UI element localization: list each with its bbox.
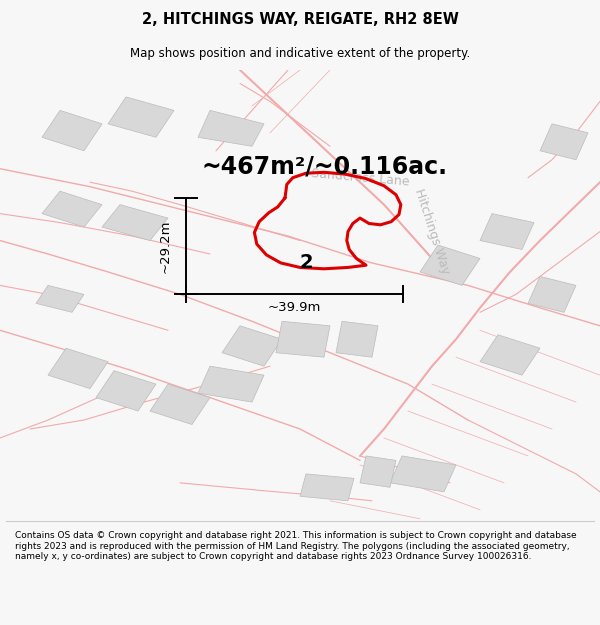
Text: ~29.2m: ~29.2m: [158, 219, 172, 273]
Polygon shape: [42, 111, 102, 151]
Polygon shape: [198, 111, 264, 146]
Text: Map shows position and indicative extent of the property.: Map shows position and indicative extent…: [130, 47, 470, 60]
Text: 2: 2: [299, 254, 313, 272]
Polygon shape: [420, 245, 480, 286]
Polygon shape: [390, 456, 456, 492]
Polygon shape: [360, 456, 396, 488]
Polygon shape: [480, 335, 540, 375]
Polygon shape: [300, 474, 354, 501]
Text: Sandcross Lane: Sandcross Lane: [310, 167, 410, 189]
Polygon shape: [36, 286, 84, 312]
Polygon shape: [150, 384, 210, 424]
Polygon shape: [222, 326, 282, 366]
Polygon shape: [48, 348, 108, 389]
Polygon shape: [42, 191, 102, 227]
Text: 2, HITCHINGS WAY, REIGATE, RH2 8EW: 2, HITCHINGS WAY, REIGATE, RH2 8EW: [142, 12, 458, 27]
Text: Hitchings Way: Hitchings Way: [412, 187, 452, 276]
Polygon shape: [276, 321, 330, 357]
Text: ~467m²/~0.116ac.: ~467m²/~0.116ac.: [201, 154, 447, 179]
Polygon shape: [540, 124, 588, 160]
Text: Contains OS data © Crown copyright and database right 2021. This information is : Contains OS data © Crown copyright and d…: [15, 531, 577, 561]
Polygon shape: [528, 276, 576, 312]
Polygon shape: [336, 321, 378, 357]
Polygon shape: [102, 204, 168, 241]
Text: ~39.9m: ~39.9m: [268, 301, 321, 314]
Polygon shape: [108, 97, 174, 138]
Polygon shape: [480, 214, 534, 249]
Polygon shape: [198, 366, 264, 402]
Polygon shape: [96, 371, 156, 411]
